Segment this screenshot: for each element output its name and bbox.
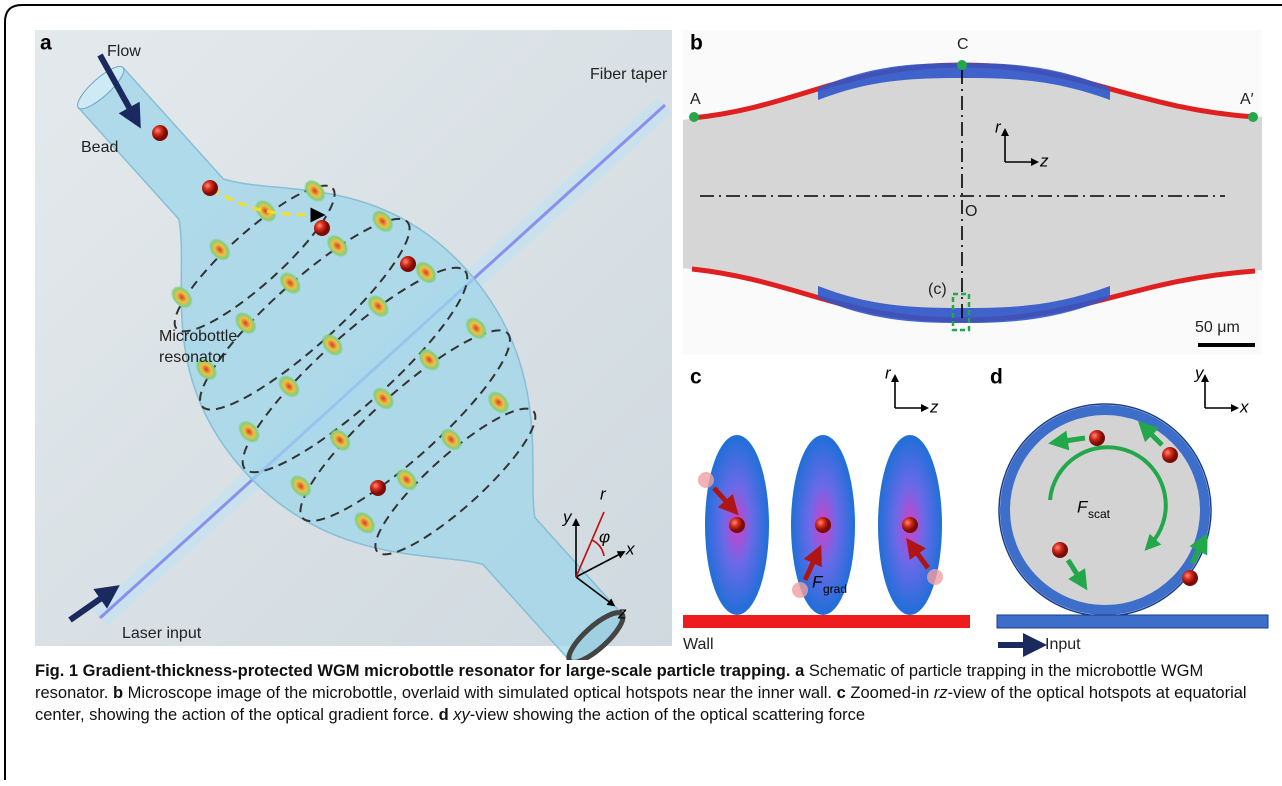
caption-text: Zoomed-in — [850, 684, 933, 702]
caption: Fig. 1 Gradient-thickness-protected WGM … — [35, 660, 1260, 726]
annotation: resonator — [159, 349, 227, 366]
axis-label: φ — [599, 527, 610, 546]
caption-panel-label: a — [795, 662, 804, 680]
caption-text: rz — [934, 684, 948, 702]
waveguide-label: Input — [1045, 636, 1081, 653]
annotation: Flow — [107, 43, 141, 60]
panel-label: c — [690, 366, 702, 389]
wall — [683, 615, 970, 628]
caption-text: xy — [453, 706, 470, 724]
axis-label: z — [1039, 151, 1049, 170]
axis-label: y — [1194, 363, 1205, 382]
point-label: A — [690, 91, 701, 108]
coordinate-axes — [895, 378, 925, 408]
point-label: O — [965, 203, 977, 220]
panel-label: a — [40, 32, 52, 55]
caption-text: -view showing the action of the optical … — [470, 706, 865, 724]
waveguide — [997, 615, 1268, 628]
annotation: Microbottle — [159, 328, 237, 345]
axis-label: r — [885, 363, 892, 382]
caption-text: Microscope image of the microbottle, ove… — [128, 684, 832, 702]
force-subscript: scat — [1088, 507, 1111, 521]
panel-c: c r z F grad Wall — [683, 363, 970, 653]
annotation: Bead — [81, 139, 118, 156]
point-label: C — [957, 36, 969, 53]
annotation: Laser input — [122, 625, 202, 642]
figure: a Flow Bead Fiber taper Microbottle reso… — [0, 0, 1282, 660]
panel-d: d y x F scat Input — [990, 363, 1268, 653]
coordinate-axes — [1205, 378, 1235, 408]
axis-label: x — [1239, 397, 1249, 416]
force-subscript: grad — [823, 582, 847, 596]
caption-panel-label: d — [439, 706, 449, 724]
panel-b: b C A A′ O r z (c) 50 μm — [683, 30, 1262, 355]
caption-title: Fig. 1 Gradient-thickness-protected WGM … — [35, 662, 790, 680]
scale-bar-label: 50 μm — [1195, 319, 1240, 336]
annotation: Fiber taper — [590, 66, 668, 83]
point-label: A′ — [1240, 91, 1254, 108]
panel-label: d — [990, 366, 1003, 389]
caption-panel-label: b — [113, 684, 123, 702]
axis-label: y — [562, 507, 573, 526]
inset-marker: (c) — [928, 281, 947, 298]
axis-label: x — [625, 539, 635, 558]
panel-label: b — [690, 32, 703, 55]
page: a Flow Bead Fiber taper Microbottle reso… — [0, 0, 1282, 786]
panel-a: a Flow Bead Fiber taper Microbottle reso… — [0, 0, 715, 660]
frame-left — [0, 0, 10, 786]
caption-panel-label: c — [837, 684, 846, 702]
axis-label: z — [929, 397, 939, 416]
axis-label: z — [617, 603, 627, 622]
wall-label: Wall — [683, 636, 714, 653]
